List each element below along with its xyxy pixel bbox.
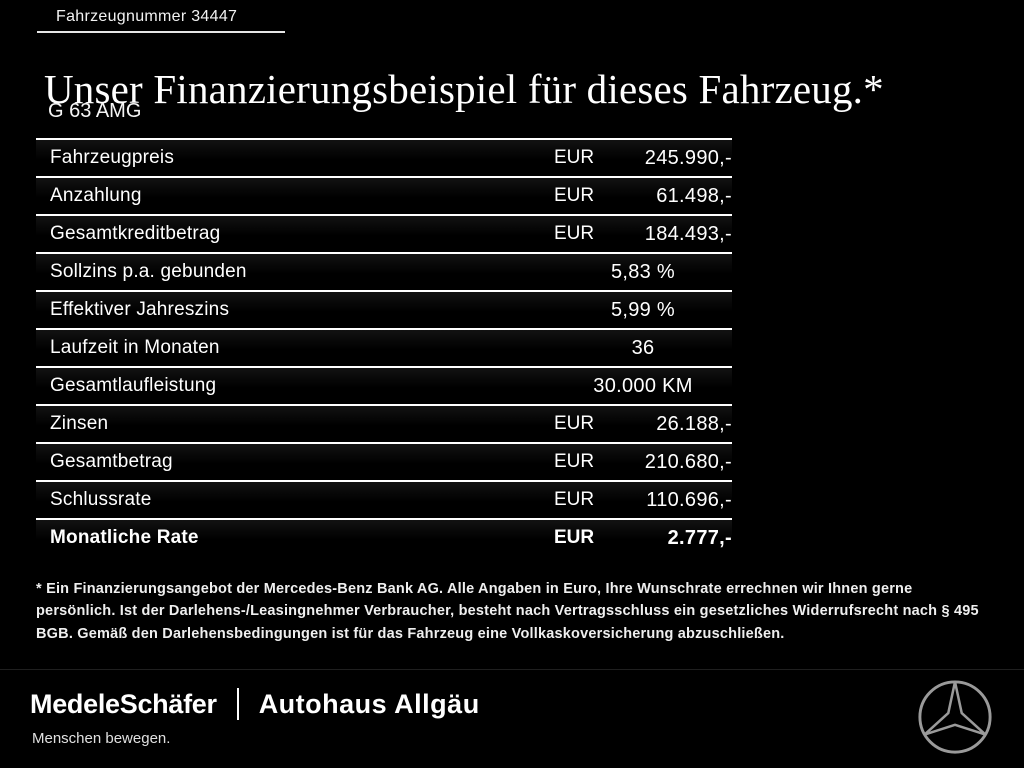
row-label: Schlussrate xyxy=(50,489,152,510)
dealer-tagline: Menschen bewegen. xyxy=(32,730,171,747)
row-value: 26.188,- xyxy=(656,412,732,435)
row-label: Anzahlung xyxy=(50,185,142,206)
row-value: 245.990,- xyxy=(644,146,732,169)
row-label: Fahrzeugpreis xyxy=(50,147,175,168)
table-row: Zinsen EUR 26.188,- xyxy=(36,404,732,442)
finance-table: Fahrzeugpreis EUR 245.990,- Anzahlung EU… xyxy=(36,138,732,556)
row-value: 5,83 % xyxy=(610,260,676,283)
row-value: 2.777,- xyxy=(667,526,732,549)
row-value: 30.000 KM xyxy=(593,374,693,397)
row-currency: EUR xyxy=(554,185,595,206)
table-row: Gesamtlaufleistung 30.000 KM xyxy=(36,366,732,404)
row-currency: EUR xyxy=(554,223,595,244)
row-value: 36 xyxy=(631,336,655,359)
table-row: Sollzins p.a. gebunden 5,83 % xyxy=(36,252,732,290)
row-label: Gesamtkreditbetrag xyxy=(50,223,221,244)
table-row: Anzahlung EUR 61.498,- xyxy=(36,176,732,214)
table-row: Effektiver Jahreszins 5,99 % xyxy=(36,290,732,328)
table-row: Laufzeit in Monaten 36 xyxy=(36,328,732,366)
table-row: Monatliche Rate EUR 2.777,- xyxy=(36,518,732,556)
row-value: 61.498,- xyxy=(656,184,732,207)
row-currency: EUR xyxy=(554,451,595,472)
dealer-logo-medele-schaefer: MedeleSchäfer xyxy=(30,688,217,719)
mercedes-star-icon xyxy=(918,680,992,754)
row-label: Laufzeit in Monaten xyxy=(50,337,220,358)
footer: MedeleSchäfer Autohaus Allgäu Menschen b… xyxy=(0,669,1024,768)
vehicle-model: G 63 AMG xyxy=(48,100,142,122)
row-value: 184.493,- xyxy=(644,222,732,245)
row-currency: EUR xyxy=(554,489,595,510)
page-title: Unser Finanzierungsbeispiel für dieses F… xyxy=(44,66,884,113)
row-value: 210.680,- xyxy=(644,450,732,473)
row-value: 110.696,- xyxy=(646,488,732,511)
table-row: Gesamtkreditbetrag EUR 184.493,- xyxy=(36,214,732,252)
row-label: Zinsen xyxy=(50,413,109,434)
row-currency: EUR xyxy=(554,527,595,548)
footnote-text: * Ein Finanzierungsangebot der Mercedes-… xyxy=(36,581,979,642)
row-label: Gesamtlaufleistung xyxy=(50,375,217,396)
dealer-logo-autohaus-allgaeu: Autohaus Allgäu xyxy=(258,688,480,719)
vehicle-number: Fahrzeugnummer 34447 xyxy=(56,8,238,25)
vehicle-number-underline xyxy=(37,31,285,33)
row-label: Monatliche Rate xyxy=(50,527,199,548)
row-currency: EUR xyxy=(554,147,595,168)
footer-divider xyxy=(236,688,239,720)
table-row: Schlussrate EUR 110.696,- xyxy=(36,480,732,518)
row-label: Effektiver Jahreszins xyxy=(50,299,230,320)
table-row: Fahrzeugpreis EUR 245.990,- xyxy=(36,138,732,176)
row-value: 5,99 % xyxy=(610,298,676,321)
row-currency: EUR xyxy=(554,413,595,434)
dealer-wordmarks: MedeleSchäfer Autohaus Allgäu xyxy=(30,688,480,720)
row-label: Sollzins p.a. gebunden xyxy=(50,261,247,282)
table-row: Gesamtbetrag EUR 210.680,- xyxy=(36,442,732,480)
row-label: Gesamtbetrag xyxy=(50,451,173,472)
